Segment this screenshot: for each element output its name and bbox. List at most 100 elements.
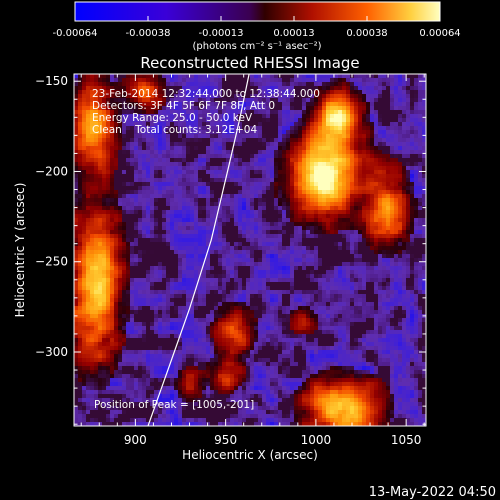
- heatmap-cell: [422, 178, 426, 183]
- heatmap-cell: [118, 202, 123, 207]
- heatmap-cell: [310, 126, 315, 131]
- heatmap-cell: [342, 294, 347, 299]
- heatmap-cell: [146, 222, 151, 227]
- heatmap-cell: [106, 98, 111, 103]
- heatmap-cell: [162, 210, 167, 215]
- heatmap-cell: [382, 190, 387, 195]
- heatmap-cell: [414, 210, 419, 215]
- heatmap-cell: [94, 170, 99, 175]
- heatmap-cell: [114, 274, 119, 279]
- heatmap-cell: [258, 166, 263, 171]
- heatmap-cell: [422, 250, 426, 255]
- heatmap-cell: [214, 182, 219, 187]
- heatmap-cell: [138, 282, 143, 287]
- heatmap-cell: [118, 282, 123, 287]
- heatmap-cell: [210, 202, 215, 207]
- heatmap-cell: [322, 162, 327, 167]
- heatmap-cell: [398, 78, 403, 83]
- heatmap-cell: [370, 162, 375, 167]
- heatmap-cell: [190, 262, 195, 267]
- heatmap-cell: [378, 126, 383, 131]
- heatmap-cell: [134, 158, 139, 163]
- heatmap-cell: [106, 238, 111, 243]
- heatmap-cell: [318, 202, 323, 207]
- heatmap-cell: [346, 126, 351, 131]
- heatmap-cell: [130, 110, 135, 115]
- heatmap-cell: [394, 178, 399, 183]
- heatmap-cell: [186, 198, 191, 203]
- heatmap-cell: [246, 202, 251, 207]
- heatmap-cell: [158, 278, 163, 283]
- heatmap-cell: [130, 98, 135, 103]
- heatmap-cell: [254, 290, 259, 295]
- heatmap-cell: [394, 150, 399, 155]
- heatmap-cell: [226, 238, 231, 243]
- heatmap-cell: [394, 182, 399, 187]
- heatmap-cell: [210, 170, 215, 175]
- colorbar-tick-label-2: -0.00013: [199, 28, 244, 39]
- heatmap-cell: [206, 90, 211, 95]
- heatmap-cell: [190, 142, 195, 147]
- heatmap-cell: [218, 82, 223, 87]
- heatmap-cell: [226, 186, 231, 191]
- heatmap-cell: [310, 250, 315, 255]
- heatmap-cell: [314, 162, 319, 167]
- heatmap-cell: [126, 286, 131, 291]
- heatmap-cell: [378, 238, 383, 243]
- heatmap-cell: [226, 270, 231, 275]
- heatmap-cell: [162, 114, 167, 119]
- heatmap-cell: [290, 290, 295, 295]
- heatmap-cell: [194, 266, 199, 271]
- heatmap-cell: [154, 122, 159, 127]
- heatmap-cell: [190, 238, 195, 243]
- heatmap-cell: [82, 142, 87, 147]
- heatmap-cell: [254, 150, 259, 155]
- heatmap-cell: [258, 242, 263, 247]
- heatmap-cell: [198, 290, 203, 295]
- heatmap-cell: [174, 214, 179, 219]
- heatmap-cell: [310, 286, 315, 291]
- heatmap-cell: [146, 258, 151, 263]
- heatmap-cell: [174, 206, 179, 211]
- heatmap-cell: [278, 178, 283, 183]
- heatmap-cell: [122, 162, 127, 167]
- heatmap-cell: [306, 118, 311, 123]
- heatmap-cell: [286, 94, 291, 99]
- heatmap-cell: [354, 274, 359, 279]
- heatmap-cell: [338, 242, 343, 247]
- heatmap-cell: [130, 278, 135, 283]
- heatmap-cell: [286, 214, 291, 219]
- heatmap-cell: [374, 118, 379, 123]
- heatmap-cell: [326, 170, 331, 175]
- heatmap-cell: [310, 278, 315, 283]
- heatmap-cell: [194, 158, 199, 163]
- heatmap-cell: [382, 122, 387, 127]
- heatmap-cell: [338, 250, 343, 255]
- heatmap-cell: [278, 90, 283, 95]
- heatmap-cell: [234, 206, 239, 211]
- heatmap-cell: [134, 254, 139, 259]
- heatmap-cell: [146, 278, 151, 283]
- heatmap-cell: [374, 278, 379, 283]
- heatmap-cell: [398, 282, 403, 287]
- heatmap-cell: [290, 110, 295, 115]
- heatmap-cell: [146, 154, 151, 159]
- heatmap-cell: [130, 282, 135, 287]
- heatmap-cell: [126, 282, 131, 287]
- heatmap-cell: [218, 166, 223, 171]
- heatmap-cell: [106, 78, 111, 83]
- heatmap-cell: [354, 218, 359, 223]
- heatmap-cell: [210, 266, 215, 271]
- heatmap-cell: [150, 106, 155, 111]
- heatmap-cell: [170, 186, 175, 191]
- heatmap-cell: [286, 146, 291, 151]
- heatmap-cell: [262, 98, 267, 103]
- heatmap-cell: [422, 222, 426, 227]
- heatmap-cell: [358, 222, 363, 227]
- heatmap-cell: [194, 146, 199, 151]
- heatmap-cell: [422, 270, 426, 275]
- heatmap-cell: [306, 202, 311, 207]
- heatmap-cell: [282, 270, 287, 275]
- heatmap-cell: [362, 270, 367, 275]
- heatmap-cell: [342, 282, 347, 287]
